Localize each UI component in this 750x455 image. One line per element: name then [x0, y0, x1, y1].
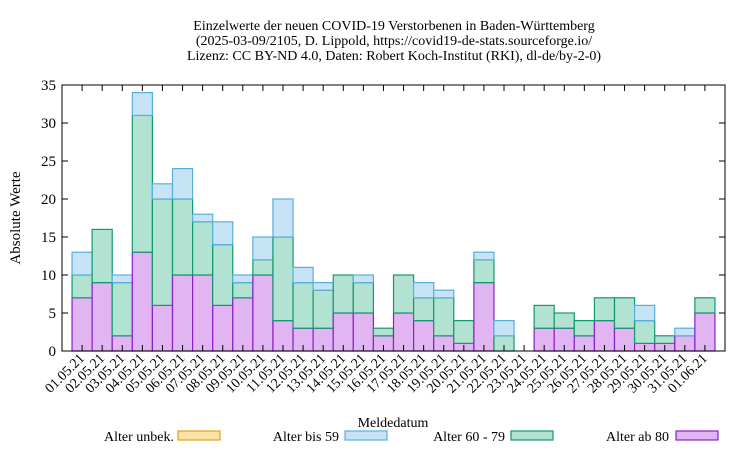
bar-segment: [151, 183, 174, 200]
bar-segment: [553, 312, 575, 329]
bar-segment: [633, 320, 656, 345]
bar-segment: [613, 297, 636, 329]
legend-label: Alter unbek.: [104, 430, 174, 445]
bar-segment: [131, 91, 154, 116]
bar-segment: [252, 259, 274, 276]
bar-segment: [91, 228, 113, 284]
bar-segment: [71, 274, 93, 299]
bar-segment: [111, 274, 133, 284]
bar-segment: [232, 282, 254, 299]
bar-segment: [191, 274, 214, 352]
chart-title-line: Einzelwerte der neuen COVID-19 Verstorbe…: [193, 19, 594, 34]
bar-segment: [212, 244, 234, 307]
bar-segment: [212, 221, 234, 246]
bar-segment: [151, 198, 174, 307]
y-tick-label: 35: [41, 78, 56, 94]
bar-layer: [71, 91, 716, 352]
bar-segment: [412, 297, 435, 322]
bar-segment: [694, 297, 716, 314]
bar-segment: [473, 259, 495, 284]
bar-segment: [191, 221, 214, 276]
bar-segment: [232, 297, 254, 352]
bar-segment: [473, 251, 495, 261]
bar-segment: [633, 304, 656, 322]
bar-segment: [674, 327, 696, 337]
bar-segment: [372, 327, 395, 337]
y-tick-label: 5: [49, 306, 57, 322]
legend-label: Alter 60 - 79: [433, 430, 505, 445]
bar-segment: [252, 274, 274, 352]
bar-segment: [593, 297, 616, 322]
bar-segment: [252, 236, 274, 261]
legend-swatch: [675, 430, 719, 441]
chart-title-line: (2025-03-09/2105, D. Lippold, https://co…: [196, 34, 592, 49]
bar-segment: [573, 320, 596, 337]
legend-swatch: [510, 430, 554, 441]
bar-segment: [433, 289, 455, 299]
bar-segment: [212, 304, 234, 352]
bar-segment: [171, 198, 194, 276]
axes: 0510152025303501.05.2102.05.2103.05.2104…: [8, 78, 726, 431]
legend-label: Alter bis 59: [273, 430, 339, 445]
bar-segment: [493, 320, 515, 337]
y-tick-label: 0: [49, 344, 57, 360]
bar-segment: [453, 320, 475, 345]
bar-segment: [191, 213, 214, 223]
y-tick-label: 25: [41, 154, 56, 170]
bar-segment: [171, 274, 194, 352]
bar-segment: [352, 274, 375, 284]
y-tick-label: 20: [41, 192, 56, 208]
y-tick-label: 30: [41, 116, 56, 132]
bar-segment: [292, 266, 314, 284]
bar-segment: [131, 251, 154, 352]
bar-segment: [292, 282, 314, 329]
bar-segment: [272, 236, 294, 322]
y-axis-label: Absolute Werte: [8, 171, 24, 264]
chart-title-line: Lizenz: CC BY-ND 4.0, Daten: Robert Koch…: [187, 49, 601, 64]
chart-title: Einzelwerte der neuen COVID-19 Verstorbe…: [187, 19, 601, 64]
bar-segment: [312, 289, 334, 329]
bar-segment: [71, 251, 93, 276]
bar-segment: [272, 198, 294, 238]
bar-segment: [312, 282, 334, 291]
bar-segment: [151, 304, 174, 352]
y-tick-label: 10: [41, 268, 56, 284]
plot-frame: [61, 84, 726, 352]
legend-label: Alter ab 80: [606, 430, 669, 445]
bar-segment: [91, 282, 113, 352]
bar-segment: [392, 274, 415, 314]
bar-segment: [232, 274, 254, 284]
bar-segment: [533, 304, 555, 329]
bar-segment: [171, 168, 194, 200]
bar-segment: [352, 282, 375, 314]
bar-segment: [71, 297, 93, 352]
bar-segment: [412, 282, 435, 299]
legend-swatch: [344, 430, 388, 441]
bar-segment: [654, 335, 676, 344]
bar-segment: [111, 282, 133, 337]
legend: Alter unbek. Alter bis 59 Alter 60 - 79 Alt…: [104, 430, 719, 445]
bar-segment: [473, 282, 495, 352]
legend-swatch: [177, 430, 221, 441]
x-axis-label: Meldedatum: [358, 416, 429, 431]
bar-segment: [433, 297, 455, 337]
y-tick-label: 15: [41, 230, 56, 246]
bar-segment: [131, 114, 154, 253]
bar-segment: [332, 274, 354, 314]
